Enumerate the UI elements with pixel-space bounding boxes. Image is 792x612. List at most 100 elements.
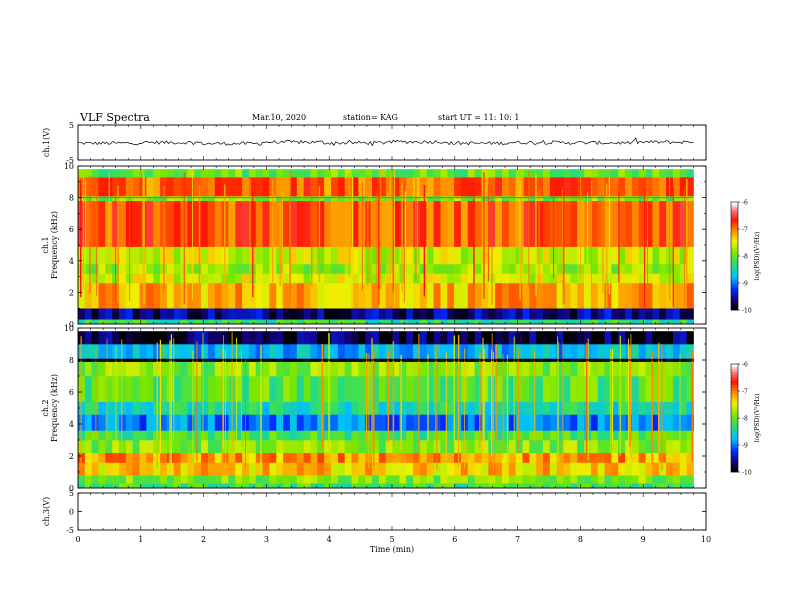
- spectrogram-cell: [495, 331, 503, 345]
- colorbar-cell: [731, 229, 738, 232]
- spectrogram-cell: [372, 401, 380, 415]
- spectrogram-cell: [638, 361, 646, 377]
- spectrogram-cell: [194, 462, 202, 476]
- spectrogram-cell: [467, 344, 476, 359]
- spectrogram-cell: [433, 483, 441, 489]
- spectrogram-cell: [201, 273, 209, 284]
- spectrogram-cell: [317, 273, 325, 284]
- spectrogram-cell: [549, 483, 558, 489]
- spectrogram-cell: [577, 452, 585, 463]
- spectrogram-cell: [659, 196, 667, 202]
- spectrogram-cell: [529, 273, 537, 284]
- spectrogram-cell: [652, 273, 660, 284]
- spectrogram-cell: [672, 440, 681, 454]
- spectrogram-cell: [228, 246, 236, 265]
- spectrogram-cell: [242, 196, 250, 202]
- spectrogram-cell: [269, 344, 277, 359]
- spectrogram-cell: [631, 452, 640, 463]
- spectrogram-cell: [372, 344, 380, 359]
- spectrogram-cell: [119, 196, 127, 202]
- spectrogram-cell: [522, 263, 530, 274]
- spectrogram-cell: [248, 440, 257, 454]
- spectrogram-cell: [289, 282, 298, 309]
- spectrogram-cell: [529, 308, 537, 320]
- spectrogram-cell: [303, 196, 311, 202]
- spectrogram-cell: [659, 331, 667, 345]
- spectrogram-cell: [392, 331, 400, 345]
- spectrogram-cell: [235, 452, 243, 463]
- spectrogram-cell: [460, 200, 469, 247]
- spectrogram-cell: [460, 169, 469, 178]
- spectrogram-cell: [529, 246, 537, 265]
- colorbar-cell: [731, 391, 738, 394]
- spectrogram-cell: [563, 452, 571, 463]
- spectrogram-cell: [577, 430, 585, 441]
- spectrogram-cell: [310, 401, 318, 415]
- spectrogram-cell: [413, 462, 421, 476]
- spectrogram-cell: [378, 440, 387, 454]
- spectrogram-cell: [248, 169, 257, 178]
- spectrogram-cell: [440, 200, 448, 247]
- spectrogram-cell: [399, 319, 407, 325]
- spectrogram-cell: [214, 200, 222, 247]
- spectrogram-cell: [303, 483, 311, 489]
- spectrogram-cell: [337, 414, 346, 431]
- spectrogram-cell: [344, 177, 352, 197]
- spectrogram-cell: [146, 475, 154, 484]
- spectrogram-cell: [584, 282, 592, 309]
- spectrogram-cell: [125, 430, 134, 441]
- spectrogram-cell: [84, 430, 93, 441]
- spectrogram-cell: [543, 177, 551, 197]
- spectrogram-cell: [91, 282, 99, 309]
- spectrogram-cell: [645, 331, 653, 345]
- spectrogram-cell: [242, 282, 250, 309]
- spectrogram-cell: [269, 376, 277, 402]
- spectrogram-cell: [488, 483, 496, 489]
- spectrogram-cell: [262, 440, 270, 454]
- spectrogram-cell: [652, 483, 660, 489]
- spectrogram-cell: [590, 263, 599, 274]
- spectrogram-cell: [228, 483, 236, 489]
- spectrogram-cell: [255, 344, 264, 359]
- spectrogram-cell: [460, 319, 469, 325]
- spectrogram-cell: [242, 462, 250, 476]
- spectrogram-cell: [173, 462, 181, 476]
- spectrogram-cell: [584, 177, 592, 197]
- spectrogram-cell: [173, 440, 181, 454]
- spectrogram-cell: [652, 401, 660, 415]
- spectrogram-cell: [255, 246, 264, 265]
- spectrogram-cell: [631, 430, 640, 441]
- spectrogram-cell: [508, 462, 517, 476]
- spectrogram-cell: [125, 462, 134, 476]
- spectrogram-cell: [139, 483, 147, 489]
- spectrogram-cell: [495, 462, 503, 476]
- spectrogram-cell: [91, 169, 99, 178]
- spectrogram-cell: [604, 361, 612, 377]
- spectrogram-cell: [385, 263, 393, 274]
- spectrogram-cell: [672, 414, 681, 431]
- colorbar-cell: [731, 285, 738, 289]
- spectrogram-cell: [672, 462, 681, 476]
- spectrogram-cell: [460, 196, 469, 202]
- spectrogram-cell: [214, 344, 222, 359]
- spectrogram-cell: [419, 331, 428, 345]
- spectrogram-cell: [255, 263, 264, 274]
- spectrogram-cell: [447, 483, 455, 489]
- spectrogram-cell: [584, 319, 592, 325]
- spectrogram-cell: [577, 331, 585, 345]
- spectrogram-cell: [406, 177, 414, 197]
- spectrogram-cell: [289, 376, 298, 402]
- spectrogram-cell: [481, 282, 489, 309]
- spectrogram-cell: [331, 273, 339, 284]
- spectrogram-cell: [180, 440, 188, 454]
- colorbar-cell: [731, 212, 738, 216]
- spectrogram-cell: [631, 401, 640, 415]
- spectrogram-cell: [344, 475, 352, 484]
- spectrogram-cell: [358, 452, 366, 463]
- spectrogram-cell: [679, 361, 687, 377]
- spectrogram-cell: [611, 462, 619, 476]
- spectrogram-cell: [467, 462, 476, 476]
- spectrogram-cell: [679, 200, 687, 247]
- spectrogram-cell: [235, 200, 243, 247]
- spectrogram-cell: [317, 361, 325, 377]
